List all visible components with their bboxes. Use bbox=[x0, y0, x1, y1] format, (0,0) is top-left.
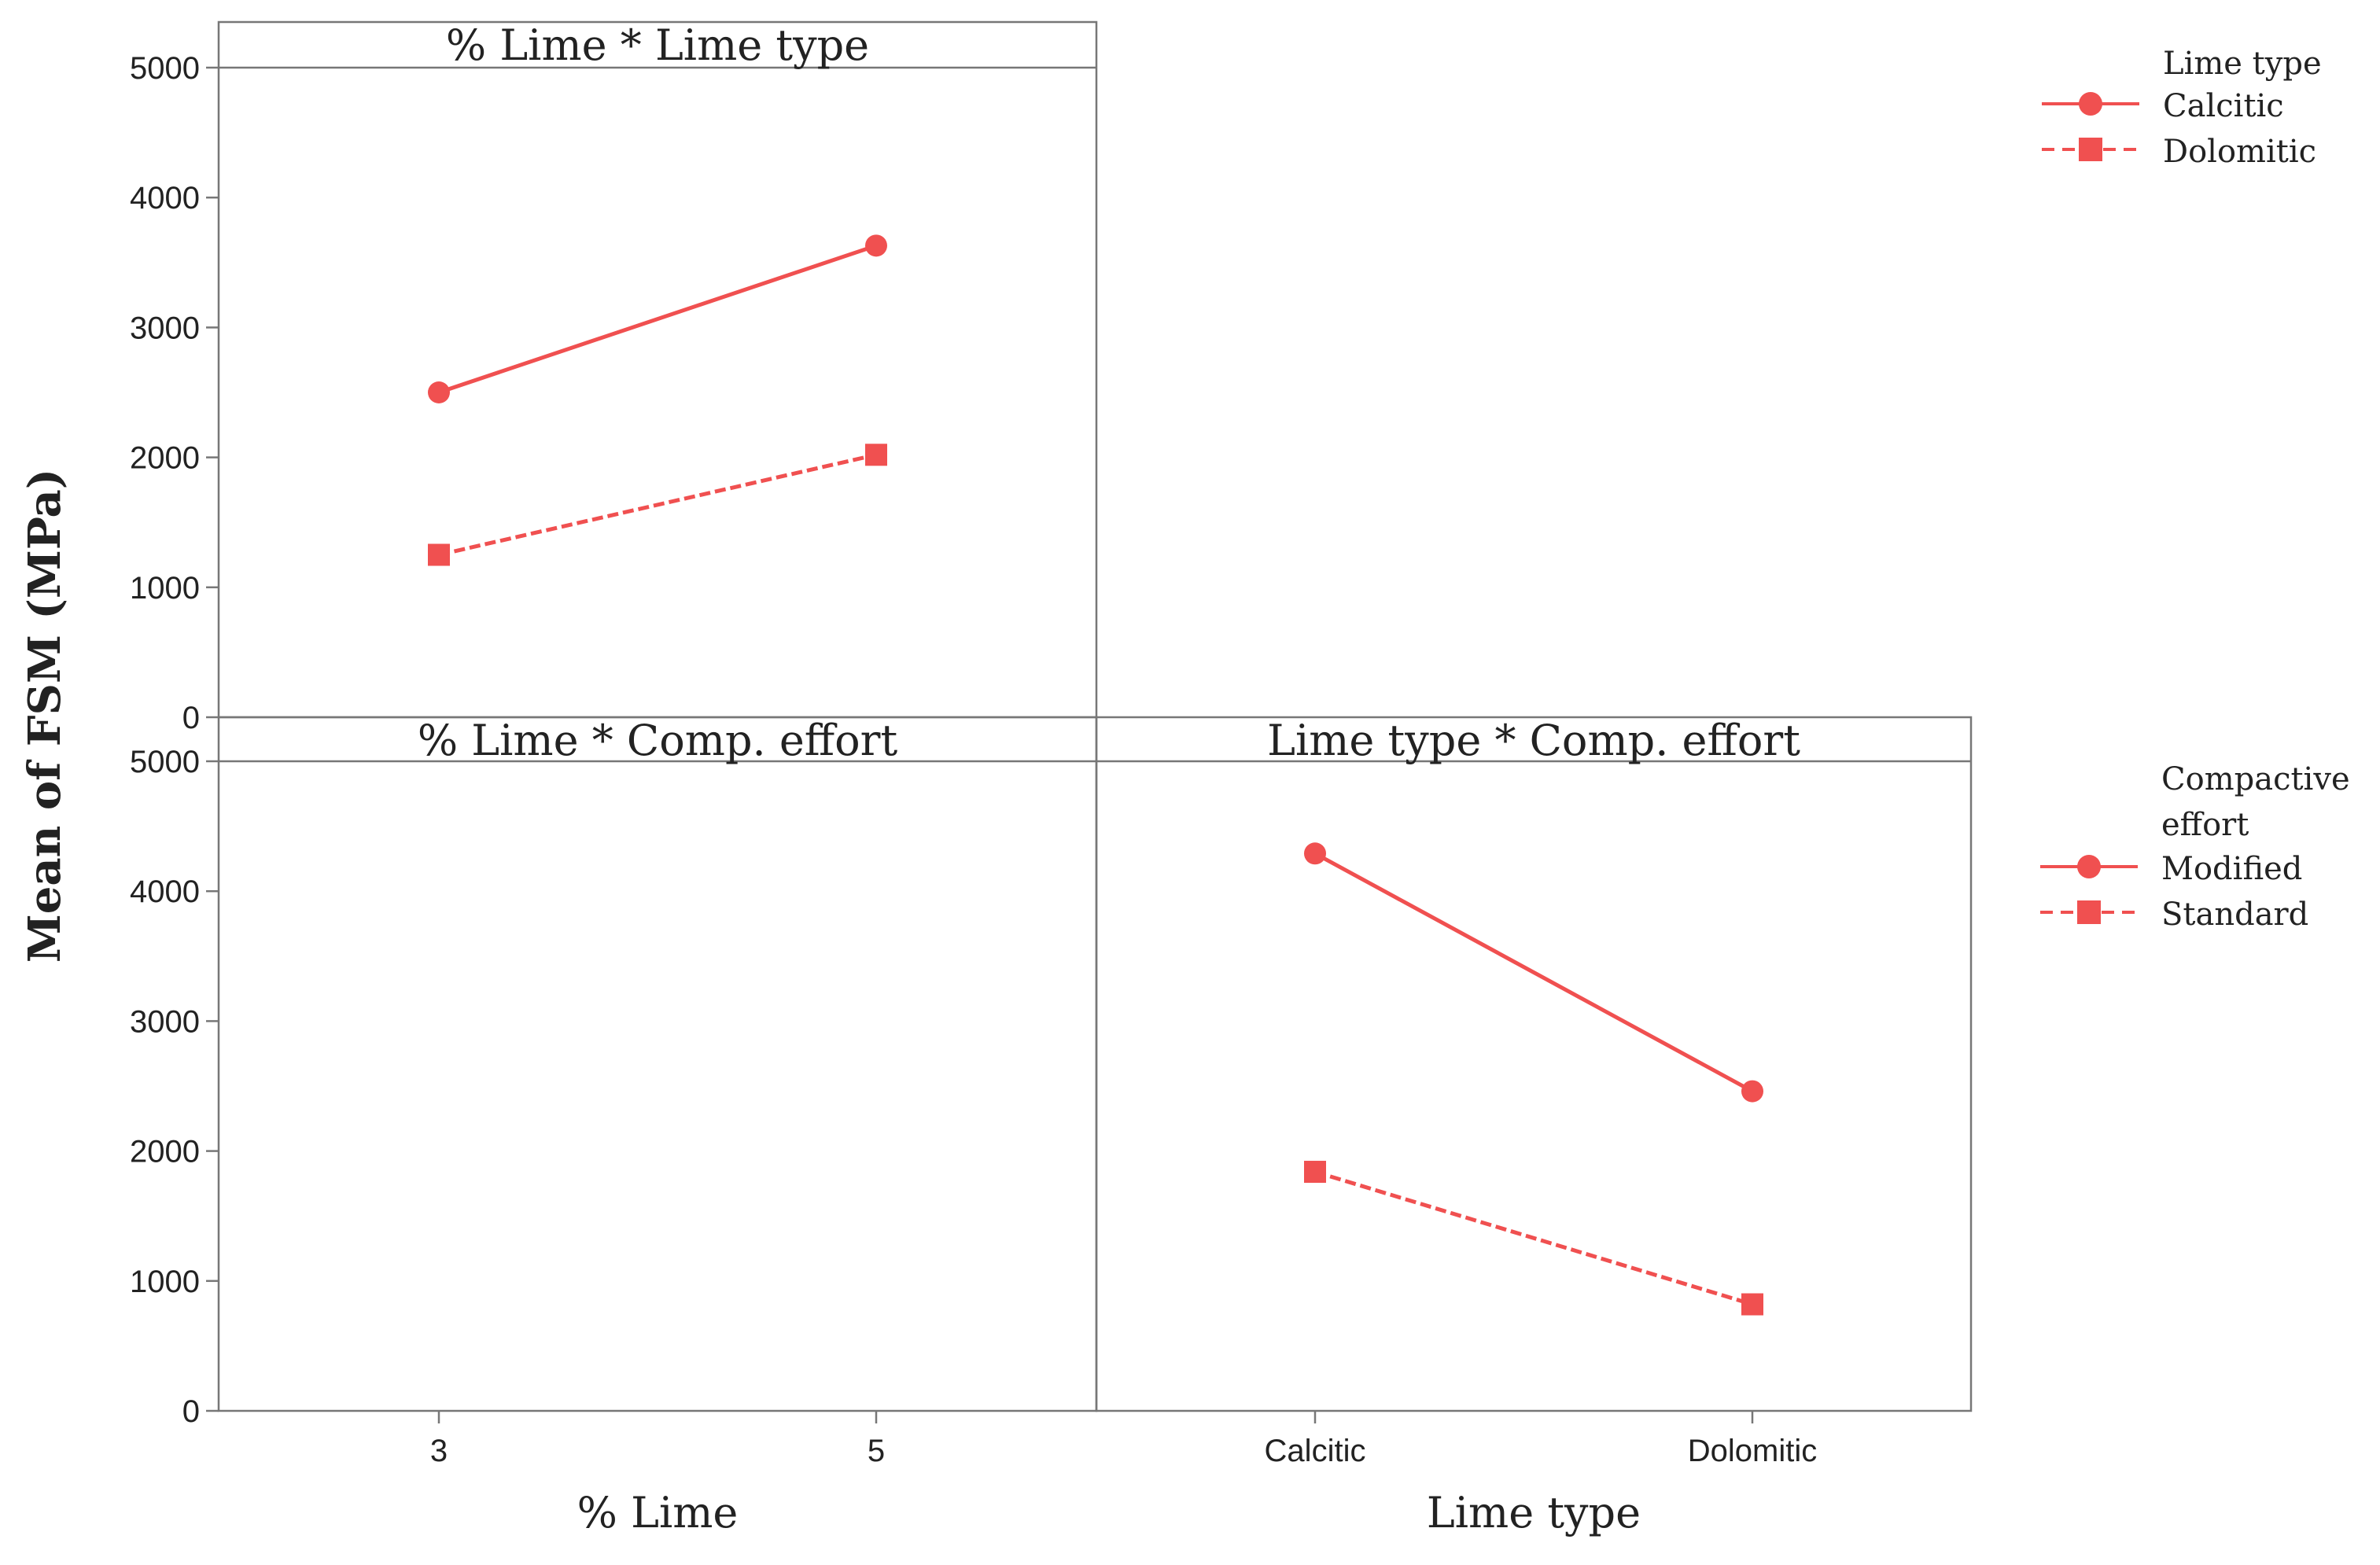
x-axis-ticks-left: 3 5 bbox=[430, 1411, 885, 1468]
y-tick-label: 3000 bbox=[130, 1004, 200, 1039]
legend-title-line-1: Compactive bbox=[2161, 761, 2350, 797]
legend-label: Calcitic bbox=[2163, 88, 2284, 124]
series-layer bbox=[428, 234, 1763, 1316]
legend-entry-dolomitic: Dolomitic bbox=[2042, 134, 2316, 170]
legend-title-line-2: effort bbox=[2161, 807, 2249, 843]
y-tick-label: 4000 bbox=[130, 875, 200, 909]
series-line-calcitic bbox=[438, 243, 877, 395]
data-point-calcitic-0 bbox=[428, 381, 450, 403]
legend-marker-square bbox=[2079, 138, 2102, 161]
x-tick-label: 3 bbox=[430, 1434, 448, 1468]
panel-frame-bottom-left bbox=[217, 716, 1098, 1412]
series-modified bbox=[1304, 842, 1763, 1103]
y-tick-label: 2000 bbox=[130, 441, 200, 476]
x-axis-label-left: % Lime bbox=[577, 1488, 739, 1537]
y-tick-label: 1000 bbox=[130, 1265, 200, 1299]
y-tick-label: 5000 bbox=[130, 745, 200, 779]
data-point-calcitic-1 bbox=[865, 234, 887, 257]
x-tick-label: Calcitic bbox=[1265, 1434, 1366, 1468]
y-tick-label: 5000 bbox=[130, 51, 200, 86]
data-point-dolomitic-1 bbox=[865, 444, 887, 466]
panel-frame-top-left bbox=[217, 20, 1098, 719]
x-tick-label: 5 bbox=[868, 1434, 885, 1468]
legend-entry-calcitic: Calcitic bbox=[2042, 88, 2284, 124]
y-tick-label: 2000 bbox=[130, 1135, 200, 1169]
legend-title: Lime type bbox=[2163, 46, 2322, 82]
legend-marker-circle bbox=[2079, 92, 2102, 116]
panel-title-top-left: % Lime * Lime type bbox=[446, 20, 869, 70]
data-point-standard-1 bbox=[1741, 1293, 1763, 1316]
legend-label: Dolomitic bbox=[2163, 134, 2316, 170]
y-axis-ticks-top: 0 1000 2000 3000 4000 5000 bbox=[130, 51, 219, 735]
panel-frame-bottom-right bbox=[1095, 716, 1973, 1412]
series-line-dolomitic bbox=[438, 452, 877, 557]
y-tick-label: 0 bbox=[182, 701, 200, 735]
y-tick-label: 0 bbox=[182, 1394, 200, 1429]
series-dolomitic bbox=[428, 444, 887, 566]
data-point-modified-0 bbox=[1304, 842, 1326, 865]
x-axis-ticks-right: Calcitic Dolomitic bbox=[1265, 1411, 1817, 1468]
data-point-modified-1 bbox=[1741, 1080, 1763, 1103]
y-tick-label: 1000 bbox=[130, 571, 200, 606]
data-point-standard-0 bbox=[1304, 1161, 1326, 1184]
legend-label: Modified bbox=[2161, 851, 2302, 887]
panel-title-bottom-right: Lime type * Comp. effort bbox=[1267, 716, 1800, 765]
series-standard bbox=[1304, 1161, 1763, 1316]
y-tick-label: 4000 bbox=[130, 181, 200, 215]
series-calcitic bbox=[428, 234, 887, 403]
legend-label: Standard bbox=[2161, 897, 2308, 933]
legend-entry-modified: Modified bbox=[2040, 851, 2302, 887]
y-axis-label: Mean of FSM (MPa) bbox=[19, 469, 71, 963]
legend-marker-square bbox=[2077, 900, 2101, 924]
panel-title-bottom-left: % Lime * Comp. effort bbox=[418, 716, 898, 765]
series-line-standard bbox=[1314, 1169, 1753, 1306]
series-line-modified bbox=[1313, 852, 1754, 1093]
x-axis-label-right: Lime type bbox=[1427, 1488, 1641, 1537]
legend-lime-type: Lime type Calcitic Dolomitic bbox=[2042, 46, 2322, 170]
legend-entry-standard: Standard bbox=[2040, 897, 2308, 933]
legend-compactive-effort: Compactive effort Modified Standard bbox=[2040, 761, 2350, 933]
data-point-dolomitic-0 bbox=[428, 543, 450, 566]
legend-marker-circle bbox=[2077, 855, 2101, 878]
x-tick-label: Dolomitic bbox=[1688, 1434, 1817, 1468]
y-axis-ticks-bottom: 0 1000 2000 3000 4000 5000 bbox=[130, 745, 219, 1429]
y-tick-label: 3000 bbox=[130, 311, 200, 345]
